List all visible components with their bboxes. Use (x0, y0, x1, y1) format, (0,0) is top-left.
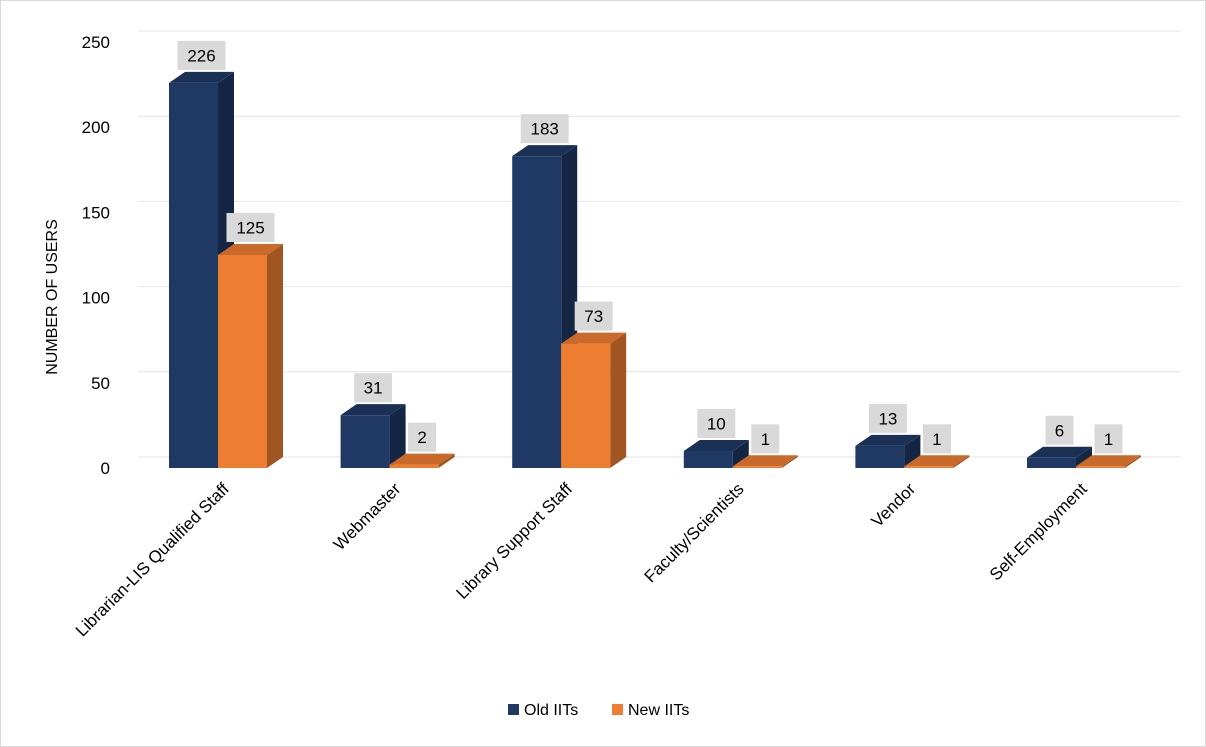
data-label-old-iits-vendor: 13 (878, 409, 897, 428)
bar-new-iits-librarian-lis-qualified-staff-top (218, 244, 283, 255)
bar-new-iits-faculty-scientists (732, 466, 782, 468)
bar-new-iits-faculty-scientists-side (781, 455, 798, 468)
legend-label-new-iits: New IITs (628, 702, 689, 719)
data-label-new-iits-self-employment: 1 (1104, 430, 1113, 449)
data-label-old-iits-webmaster: 31 (364, 379, 383, 398)
data-label-box (751, 424, 780, 454)
bar-old-iits-self-employment-top (1027, 446, 1092, 458)
x-tick-label-librarian-lis-qualified-staff: Librarian-LIS Qualified Staff (72, 479, 233, 640)
data-label-new-iits-vendor: 1 (932, 430, 941, 449)
data-label-box (226, 213, 275, 242)
data-label-box (520, 114, 569, 144)
data-label-box (1094, 424, 1123, 454)
bar-old-iits-self-employment (1027, 457, 1076, 468)
data-label-new-iits-librarian-lis-qualified-staff: 125 (236, 219, 264, 238)
data-label-box (868, 403, 907, 433)
legend-swatch-old-iits (508, 704, 519, 715)
bar-old-iits-library-support-staff-top (512, 145, 578, 157)
data-label-box (574, 301, 613, 331)
bar-old-iits-vendor-top (855, 434, 921, 446)
bar-old-iits-faculty-scientists-top (683, 439, 749, 451)
y-tick-label: 200 (82, 118, 110, 137)
x-tick-label-faculty-scientists: Faculty/Scientists (641, 479, 748, 586)
data-label-old-iits-faculty-scientists: 10 (707, 414, 726, 433)
bar-new-iits-library-support-staff-side (610, 332, 627, 468)
bar-old-iits-librarian-lis-qualified-staff (169, 82, 218, 469)
bar-new-iits-vendor (904, 466, 954, 468)
x-tick-label-self-employment: Self-Employment (986, 479, 1091, 584)
bar-new-iits-self-employment (1076, 466, 1125, 468)
bar-old-iits-webmaster (340, 415, 390, 468)
legend-swatch-new-iits (612, 704, 623, 715)
bar-new-iits-faculty-scientists-top (732, 455, 798, 467)
y-axis-title: NUMBER OF USERS (44, 219, 61, 375)
x-tick-label-vendor: Vendor (868, 479, 920, 531)
data-label-box (922, 424, 951, 454)
y-tick-label: 0 (101, 459, 110, 478)
bar-new-iits-webmaster (389, 464, 439, 468)
data-label-new-iits-webmaster: 2 (417, 428, 426, 447)
data-label-old-iits-library-support-staff: 183 (531, 120, 559, 139)
bar-old-iits-webmaster-top (340, 404, 406, 416)
bar-old-iits-library-support-staff (512, 156, 562, 468)
bar-old-iits-self-employment-side (1076, 446, 1092, 468)
y-tick-label: 100 (82, 289, 110, 308)
bar-old-iits-webmaster-side (389, 404, 406, 468)
data-label-box (697, 408, 736, 438)
y-tick-label: 250 (82, 33, 110, 52)
data-label-new-iits-faculty-scientists: 1 (761, 430, 770, 449)
bar-new-iits-librarian-lis-qualified-staff (218, 255, 267, 468)
data-label-box (408, 422, 437, 452)
data-label-box (177, 40, 226, 70)
bar-old-iits-faculty-scientists-side (732, 439, 749, 468)
data-label-box (354, 373, 393, 403)
y-tick-label: 150 (82, 203, 110, 222)
data-label-old-iits-self-employment: 6 (1055, 421, 1064, 440)
bar-new-iits-library-support-staff (561, 343, 611, 468)
bar-new-iits-webmaster-top (389, 453, 455, 465)
bar-new-iits-librarian-lis-qualified-staff-side (267, 244, 283, 468)
data-label-new-iits-library-support-staff: 73 (584, 307, 603, 326)
bar-new-iits-vendor-side (953, 455, 970, 468)
legend-label-old-iits: Old IITs (524, 702, 578, 719)
x-tick-label-webmaster: Webmaster (330, 479, 405, 554)
bar-new-iits-library-support-staff-top (561, 332, 627, 344)
bar-old-iits-librarian-lis-qualified-staff-top (169, 71, 234, 83)
bar-new-iits-self-employment-side (1125, 455, 1141, 468)
bar-new-iits-webmaster-side (438, 453, 455, 468)
bar-old-iits-faculty-scientists (683, 450, 733, 468)
bar-new-iits-vendor-top (904, 455, 970, 467)
bar-new-iits-self-employment-top (1076, 455, 1141, 467)
x-tick-label-library-support-staff: Library Support Staff (453, 479, 577, 603)
data-label-box (1045, 415, 1074, 445)
y-tick-label: 50 (91, 374, 110, 393)
data-label-old-iits-librarian-lis-qualified-staff: 226 (187, 46, 215, 65)
bar-old-iits-vendor (855, 445, 905, 468)
